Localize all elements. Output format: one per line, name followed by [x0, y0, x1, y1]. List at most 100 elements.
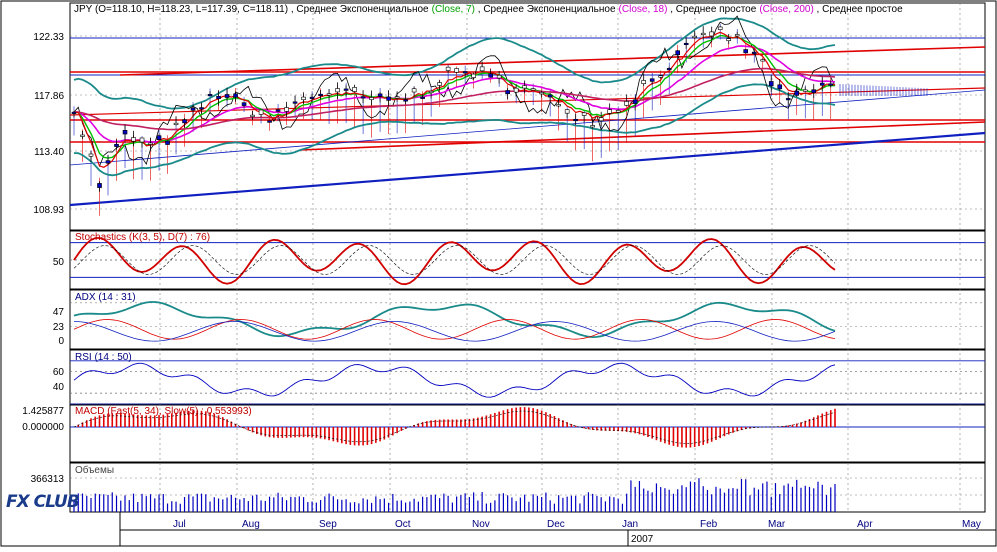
candle-body [343, 88, 349, 91]
trend-line-blue [69, 131, 986, 207]
volume-pane [70, 477, 985, 512]
candle-body [709, 31, 715, 37]
candle-body [190, 107, 196, 111]
candle-body [573, 118, 578, 122]
stochastic-tick-50: 50 [53, 257, 65, 268]
pane-frame-adx [69, 289, 986, 350]
month-oct: Oct [395, 519, 411, 530]
candle-body [607, 109, 612, 114]
candle-body [530, 88, 536, 91]
candle-body [71, 111, 77, 114]
candle-body [318, 93, 323, 96]
candle-body [547, 94, 553, 98]
adx-label: ADX (14 : 31) [75, 292, 136, 303]
candle-body [598, 117, 604, 122]
adx-tick-47: 47 [53, 307, 65, 318]
rsi-pane [70, 360, 985, 405]
candle-body [777, 84, 783, 90]
candle-body [683, 42, 689, 46]
di-plus-line [73, 319, 836, 340]
candle-body [114, 143, 119, 147]
candle-body [377, 93, 383, 97]
trend-line-thin [69, 89, 986, 166]
candle-body [819, 82, 825, 86]
month-jul: Jul [173, 519, 186, 530]
candle-body [139, 137, 145, 143]
candle-body [369, 97, 374, 100]
year-label: 2007 [631, 534, 654, 545]
candle-body [360, 96, 366, 99]
candle-body [182, 119, 187, 124]
trend-line-mid [69, 87, 986, 116]
candle-body [692, 35, 698, 38]
candle-body [80, 134, 85, 137]
candle-body [768, 81, 774, 87]
candle-body [156, 135, 162, 140]
close-line-black [73, 15, 836, 168]
stoch-k-line [73, 236, 836, 286]
legend-ind3-param: (Close, 200) [759, 4, 813, 15]
candle-body [216, 95, 221, 99]
di-minus-line [73, 321, 836, 342]
stochastic-label: Stochastics (K(3, 5), D(7) : 76) [75, 232, 210, 243]
main-pane [69, 15, 986, 216]
candle-body [224, 94, 230, 98]
candle-body [717, 26, 723, 30]
candle-body [352, 87, 357, 92]
candle-body [590, 125, 595, 128]
candle-body [743, 49, 749, 54]
candle-body [649, 78, 655, 82]
rsi-line [73, 362, 836, 398]
pane-frame-macd [69, 404, 986, 463]
macd-tick-max: 1.425877 [22, 406, 64, 417]
legend-ind1-name: Среднее Экспоненциальное [296, 4, 429, 15]
pane-frame-rsi [69, 349, 986, 405]
candle-body [420, 96, 425, 99]
legend-ind3-name: Среднее простое [676, 4, 757, 15]
candle-body [335, 88, 340, 93]
candle-body [479, 66, 485, 72]
candle-body [165, 140, 170, 145]
month-nov: Nov [472, 519, 490, 530]
candle-body [241, 102, 247, 106]
candle-body [131, 137, 136, 142]
candle-body [496, 75, 502, 79]
month-apr: Apr [857, 519, 873, 530]
candle-body [326, 93, 332, 96]
legend-ind4-name: Среднее простое [822, 4, 903, 15]
candle-body [700, 32, 706, 36]
candle-body [454, 68, 459, 73]
y-tick-122-33: 122.33 [33, 32, 64, 43]
legend-ind2-param: (Close, 18) [619, 4, 668, 15]
sma-200-line [74, 67, 836, 131]
stochastic-pane [70, 236, 985, 286]
candle-body [564, 109, 570, 114]
candle-body [811, 89, 817, 93]
pane-frame-stoch [69, 230, 986, 290]
month-dec: Dec [547, 519, 565, 530]
candle-body [675, 50, 680, 56]
candle-body [437, 82, 442, 86]
candle-body [284, 107, 289, 112]
candle-body [403, 99, 408, 102]
candle-body [309, 96, 315, 99]
candle-body [148, 142, 153, 145]
candle-body [471, 73, 476, 78]
trend-line-lower [299, 121, 986, 151]
candle-body [199, 107, 204, 110]
y-tick-113-40: 113.40 [34, 147, 64, 158]
candle-body [386, 96, 391, 101]
candle-body [411, 88, 417, 93]
stoch-d-line [73, 245, 836, 275]
candle-body [488, 73, 493, 78]
macd-label: MACD (Fast(5, 34), Slow(5) : 0.553993) [75, 406, 252, 417]
candle-body [641, 80, 646, 84]
legend: JPY (O=118.10, H=118.23, L=117.39, C=118… [74, 4, 903, 15]
candle-body [250, 114, 255, 117]
candle-body [301, 96, 306, 101]
legend-ind2-name: Среднее Экспоненциальное [483, 4, 616, 15]
candle-body [513, 87, 519, 93]
